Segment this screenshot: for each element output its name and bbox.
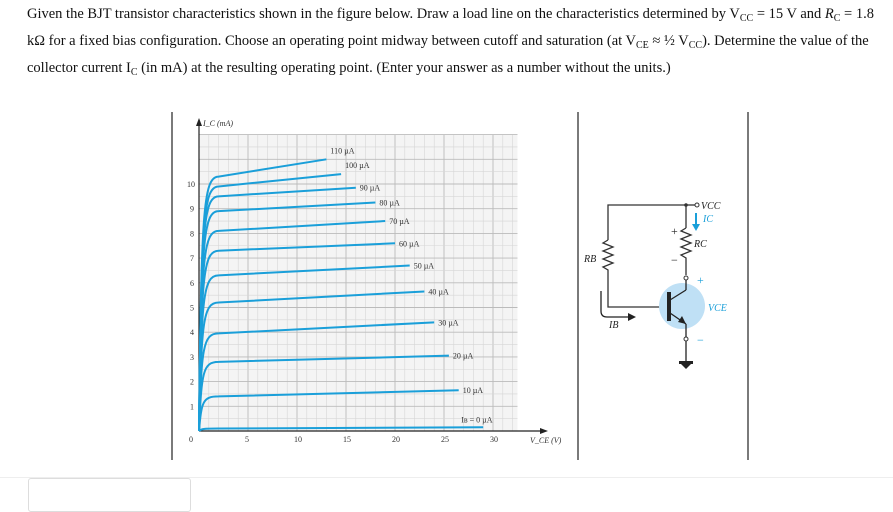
q-text: = 15 V and bbox=[753, 6, 825, 22]
x-tick-label: 5 bbox=[245, 435, 249, 444]
curve-label: 100 µA bbox=[345, 161, 370, 170]
ground-icon-tip bbox=[681, 364, 691, 369]
x-tick-label: 20 bbox=[392, 435, 400, 444]
curve-label: 110 µA bbox=[330, 146, 354, 155]
ib-label: IB bbox=[608, 320, 618, 331]
y-tick-label: 8 bbox=[190, 229, 194, 238]
x-tick-label: 10 bbox=[294, 435, 302, 444]
curve-label: 20 µA bbox=[453, 352, 474, 361]
x-tick-label: 0 bbox=[189, 435, 193, 444]
y-tick-label: 1 bbox=[190, 402, 194, 411]
q-text: (in mA) at the resulting operating point… bbox=[137, 60, 671, 76]
collector-terminal bbox=[683, 275, 689, 281]
x-axis-arrow-icon bbox=[540, 428, 548, 434]
y-tick-label: 10 bbox=[187, 180, 195, 189]
ib-arrowhead bbox=[628, 313, 636, 321]
rb-resistor bbox=[601, 239, 668, 308]
ic-arrowhead bbox=[692, 224, 700, 231]
curve-label: 70 µA bbox=[389, 217, 410, 226]
curve-label: 10 µA bbox=[463, 386, 484, 395]
curve-label: 30 µA bbox=[438, 318, 459, 327]
curve-ib-11 bbox=[198, 158, 327, 432]
rc-label: RC bbox=[693, 239, 707, 250]
rb-label: RB bbox=[583, 254, 596, 265]
junction-dot bbox=[684, 203, 688, 207]
answer-input[interactable] bbox=[28, 478, 191, 512]
x-tick-label: 30 bbox=[490, 435, 498, 444]
y-tick-label: 4 bbox=[190, 328, 194, 337]
y-tick-label: 6 bbox=[190, 279, 194, 288]
x-tick-label: 25 bbox=[441, 435, 449, 444]
q-text: ≈ ½ V bbox=[648, 33, 689, 49]
divider bbox=[0, 477, 893, 478]
vce-plus: + bbox=[697, 273, 704, 287]
vce-label: VCE bbox=[708, 303, 727, 314]
curve-label: Iʙ = 0 µA bbox=[461, 415, 493, 424]
y-tick-label: 7 bbox=[190, 254, 194, 263]
x-axis-label: V_CE (V) bbox=[530, 436, 562, 445]
q-text: ). Determine the value of the collector … bbox=[27, 33, 869, 76]
y-tick-label: 3 bbox=[190, 353, 194, 362]
x-tick-label: 15 bbox=[343, 435, 351, 444]
y-axis-label: I_C (mA) bbox=[202, 119, 233, 128]
vcc-label: VCC bbox=[701, 201, 721, 212]
q-sub: CE bbox=[636, 40, 649, 51]
ib-arrow-icon bbox=[600, 291, 630, 318]
rc-plus: + bbox=[671, 224, 678, 238]
rc-minus: − bbox=[671, 253, 678, 267]
q-sub: CC bbox=[688, 40, 703, 51]
q-text: R bbox=[824, 6, 834, 22]
y-tick-label: 2 bbox=[190, 378, 194, 387]
collector-lead bbox=[669, 289, 687, 301]
emitter-terminal bbox=[683, 336, 689, 342]
curve-label: 40 µA bbox=[428, 287, 449, 296]
vce-minus: − bbox=[697, 333, 704, 347]
q-text: = 1.8 kΩ for a fixed bias configuration.… bbox=[27, 6, 874, 49]
wire-top bbox=[607, 204, 687, 240]
question-text: Given the BJT transistor characteristics… bbox=[27, 3, 889, 84]
curve-label: 60 µA bbox=[399, 239, 420, 248]
emitter-arrow-icon bbox=[678, 316, 686, 324]
y-axis-arrow-icon bbox=[196, 118, 202, 126]
q-sub: C bbox=[130, 67, 138, 78]
rc-resistor bbox=[679, 227, 693, 275]
curve-label: 90 µA bbox=[360, 184, 381, 193]
curve-label: 50 µA bbox=[414, 262, 435, 271]
q-text: Given the BJT transistor characteristics… bbox=[27, 6, 740, 22]
q-sub: C bbox=[833, 13, 841, 24]
ground-icon bbox=[679, 361, 693, 364]
y-tick-label: 5 bbox=[190, 304, 194, 313]
q-sub: CC bbox=[739, 13, 754, 24]
vcc-terminal bbox=[694, 202, 700, 208]
characteristic-chart: 0 5 10 15 20 25 30 1 2 3 4 5 6 7 8 9 10 Iʙ = 0 µA 10 µA 20 … bbox=[187, 118, 548, 444]
ic-label: IC bbox=[702, 214, 713, 225]
curve-label: 80 µA bbox=[379, 199, 400, 208]
base-bar bbox=[667, 292, 671, 321]
y-tick-label: 9 bbox=[190, 205, 194, 214]
fixed-bias-circuit: VCC IC RC RB IB VCE + − + − bbox=[583, 201, 727, 369]
